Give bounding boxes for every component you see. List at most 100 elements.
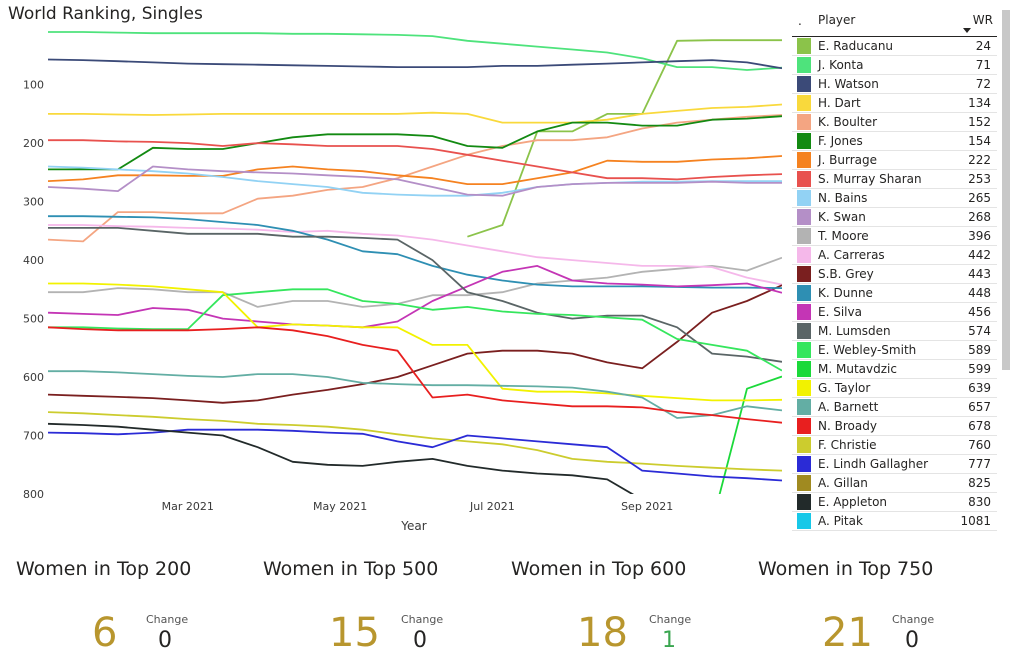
y-tick-label: 700 — [23, 430, 44, 443]
legend-row[interactable]: E. Webley-Smith 589 — [792, 341, 997, 360]
legend-player-name: S. Murray Sharan — [818, 172, 922, 186]
legend-row[interactable]: J. Konta 71 — [792, 56, 997, 75]
legend-row[interactable]: S. Murray Sharan 253 — [792, 170, 997, 189]
legend-swatch — [797, 76, 811, 92]
legend-row[interactable]: N. Bains 265 — [792, 189, 997, 208]
kpi-label: Women in Top 600 — [511, 558, 687, 580]
chart-title: World Ranking, Singles — [8, 4, 203, 24]
legend-row[interactable]: K. Dunne 448 — [792, 284, 997, 303]
y-tick-label: 200 — [23, 137, 44, 150]
series-line-e-appleton[interactable] — [48, 422, 677, 512]
series-line-a-carreras[interactable] — [48, 224, 782, 286]
legend-player-name: N. Bains — [818, 191, 868, 205]
series-line-k-swan[interactable] — [48, 165, 782, 197]
series-line-n-broady[interactable] — [48, 326, 782, 424]
legend-swatch — [797, 380, 811, 396]
legend-player-name: K. Boulter — [818, 115, 878, 129]
y-tick-label: 100 — [23, 79, 44, 92]
kpi-top-200: Women in Top 200 6 Change 0 — [16, 558, 256, 656]
legend-row[interactable]: E. Silva 456 — [792, 303, 997, 322]
legend-player-name: A. Barnett — [818, 400, 879, 414]
wr-column-header[interactable]: WR — [972, 13, 993, 27]
series-line-f-christie[interactable] — [48, 411, 782, 472]
legend-wr-value: 657 — [968, 400, 991, 414]
y-tick-label: 500 — [23, 313, 44, 326]
series-line-e-webley-smith[interactable] — [48, 288, 782, 372]
legend-row[interactable]: H. Watson 72 — [792, 75, 997, 94]
legend-wr-value: 265 — [968, 191, 991, 205]
series-line-a-barnett[interactable] — [48, 370, 782, 419]
player-column-header[interactable]: Player — [818, 13, 856, 27]
legend-row[interactable]: M. Mutavdzic 599 — [792, 360, 997, 379]
kpi-change-value: 0 — [905, 628, 919, 653]
series-line-g-taylor[interactable] — [48, 282, 782, 402]
x-tick-label: May 2021 — [313, 500, 367, 513]
legend-row[interactable]: G. Taylor 639 — [792, 379, 997, 398]
y-tick-label: 800 — [23, 488, 44, 501]
legend-wr-value: 71 — [975, 58, 991, 72]
legend-swatch — [797, 456, 811, 472]
series-line-m-mutavdzic[interactable] — [712, 375, 782, 524]
series-line-s-murray-sharan[interactable] — [48, 139, 782, 181]
legend-row[interactable]: A. Barnett 657 — [792, 398, 997, 417]
legend-row[interactable]: A. Pitak 1081 — [792, 512, 997, 531]
series-line-e-lindh-gallagher[interactable] — [48, 428, 782, 482]
kpi-label: Women in Top 500 — [263, 558, 439, 580]
series-line-k-dunne[interactable] — [48, 215, 782, 289]
kpi-change-value: 0 — [158, 628, 172, 653]
legend-swatch — [797, 437, 811, 453]
legend-row[interactable]: K. Swan 268 — [792, 208, 997, 227]
legend-row[interactable]: E. Lindh Gallagher 777 — [792, 455, 997, 474]
legend-swatch — [797, 494, 811, 510]
legend-player-name: E. Lindh Gallagher — [818, 457, 929, 471]
legend-row[interactable]: F. Jones 154 — [792, 132, 997, 151]
legend-row[interactable]: E. Raducanu 24 — [792, 37, 997, 56]
legend-swatch — [797, 171, 811, 187]
legend-row[interactable]: T. Moore 396 — [792, 227, 997, 246]
series-line-k-boulter[interactable] — [48, 114, 782, 243]
legend-player-name: M. Mutavdzic — [818, 362, 897, 376]
kpi-change-value: 1 — [662, 628, 676, 653]
legend-row[interactable]: K. Boulter 152 — [792, 113, 997, 132]
kpi-change-label: Change — [892, 613, 935, 626]
series-line-f-jones[interactable] — [48, 115, 782, 171]
legend-row[interactable]: H. Dart 134 — [792, 94, 997, 113]
legend-wr-value: 268 — [968, 210, 991, 224]
series-line-e-raducanu[interactable] — [467, 39, 782, 238]
series-line-j-burrage[interactable] — [48, 155, 782, 185]
legend-wr-value: 825 — [968, 476, 991, 490]
legend-row[interactable]: S.B. Grey 443 — [792, 265, 997, 284]
legend-row[interactable]: E. Appleton 830 — [792, 493, 997, 512]
legend-wr-value: 442 — [968, 248, 991, 262]
series-line-h-watson[interactable] — [48, 58, 782, 70]
series-line-t-moore[interactable] — [48, 256, 782, 308]
legend-row[interactable]: M. Lumsden 574 — [792, 322, 997, 341]
legend-row[interactable]: A. Carreras 442 — [792, 246, 997, 265]
y-tick-label: 300 — [23, 196, 44, 209]
sort-descending-icon[interactable] — [963, 28, 971, 33]
series-line-s-b-grey[interactable] — [48, 284, 782, 404]
legend-rows: E. Raducanu 24 J. Konta 71 H. Watson 72 H. Dar… — [792, 36, 997, 531]
series-line-h-dart[interactable] — [48, 103, 782, 124]
legend-row[interactable]: J. Burrage 222 — [792, 151, 997, 170]
x-tick-label: Sep 2021 — [621, 500, 673, 513]
kpi-value: 18 — [577, 610, 628, 656]
series-line-e-silva[interactable] — [48, 265, 782, 329]
legend-swatch — [797, 247, 811, 263]
legend-row[interactable]: A. Gillan 825 — [792, 474, 997, 493]
kpi-top-750: Women in Top 750 21 Change 0 — [758, 558, 998, 656]
legend-player-name: E. Raducanu — [818, 39, 894, 53]
kpi-top-500: Women in Top 500 15 Change 0 — [263, 558, 503, 656]
legend-wr-value: 253 — [968, 172, 991, 186]
x-tick-label: Jul 2021 — [469, 500, 515, 513]
series-line-m-lumsden[interactable] — [48, 227, 782, 363]
legend-row[interactable]: F. Christie 760 — [792, 436, 997, 455]
legend-scrollbar[interactable] — [1002, 10, 1010, 370]
legend-swatch — [797, 152, 811, 168]
series-line-n-bains[interactable] — [48, 165, 782, 197]
legend-row[interactable]: N. Broady 678 — [792, 417, 997, 436]
y-tick-label: 600 — [23, 371, 44, 384]
legend-wr-value: 152 — [968, 115, 991, 129]
kpi-change-label: Change — [401, 613, 444, 626]
legend-swatch — [797, 399, 811, 415]
